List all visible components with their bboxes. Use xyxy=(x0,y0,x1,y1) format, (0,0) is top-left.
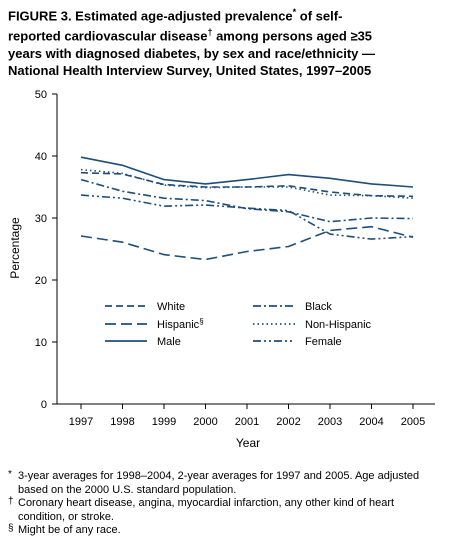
title-star-mark: * xyxy=(292,7,297,17)
y-axis-label: Percentage xyxy=(8,217,22,279)
x-tick-label: 1999 xyxy=(152,416,176,428)
y-tick-label: 50 xyxy=(35,89,47,101)
y-tick-label: 20 xyxy=(35,275,47,287)
legend-hispanic-mark: § xyxy=(199,317,203,326)
x-tick-label: 2000 xyxy=(193,416,217,428)
legend-nonhispanic-label: Non-Hispanic xyxy=(305,319,372,331)
y-tick-label: 10 xyxy=(35,337,47,349)
title-age-threshold: ≥35 xyxy=(350,28,373,44)
footnote-2-text: Coronary heart disease, angina, myocardi… xyxy=(18,497,395,523)
y-tick-label: 30 xyxy=(35,213,47,225)
series-line-black xyxy=(80,178,414,223)
title-line-4: National Health Interview Survey, United… xyxy=(8,62,372,78)
footnotes: * 3-year averages for 1998–2004, 2-year … xyxy=(8,469,444,538)
chart-legend: White Black Hispanic§ Non-Hispanic Male Femal… xyxy=(105,301,372,348)
footnote-2: † Coronary heart disease, angina, myocard… xyxy=(8,496,444,524)
title-line-3: years with diagnosed diabetes, by sex an… xyxy=(8,45,376,61)
legend-male-label: Male xyxy=(157,336,181,348)
legend-black-label: Black xyxy=(305,301,332,313)
chart-axes: 0 10 20 30 40 50 1997 1998 1999 2000 2001 2002 2003 2… xyxy=(35,89,435,428)
line-chart: 0 10 20 30 40 50 1997 1998 1999 2000 2001 2002 2003 2… xyxy=(8,89,435,450)
x-tick-label: 1998 xyxy=(110,416,134,428)
chart-series xyxy=(80,156,414,261)
footnote-1-mark: * xyxy=(8,469,12,480)
x-tick-label: 2004 xyxy=(359,416,383,428)
footnote-1: * 3-year averages for 1998–2004, 2-year … xyxy=(8,469,444,497)
footnote-3: § Might be of any race. xyxy=(8,523,444,538)
x-tick-label: 2005 xyxy=(401,416,425,428)
y-tick-label: 40 xyxy=(35,151,47,163)
series-line-male xyxy=(80,156,414,188)
figure-title: FIGURE 3. Estimated age-adjusted prevale… xyxy=(8,4,444,79)
x-tick-label: 2003 xyxy=(318,416,342,428)
x-axis-label: Year xyxy=(236,436,260,450)
title-line-2: reported cardiovascular disease xyxy=(8,28,208,44)
x-tick-label: 2001 xyxy=(235,416,259,428)
legend-hispanic-label: Hispanic§ xyxy=(157,317,204,331)
footnote-1-text: 3-year averages for 1998–2004, 2-year av… xyxy=(18,470,420,496)
legend-white-label: White xyxy=(157,301,185,313)
title-dagger-mark: † xyxy=(207,27,213,38)
title-line-1b: of self- xyxy=(296,8,343,24)
y-tick-label: 0 xyxy=(41,399,47,411)
footnote-3-mark: § xyxy=(8,523,14,534)
series-line-non-hispanic xyxy=(80,168,414,199)
x-tick-label: 1997 xyxy=(69,416,93,428)
x-tick-label: 2002 xyxy=(276,416,300,428)
legend-female-label: Female xyxy=(305,336,342,348)
footnote-2-mark: † xyxy=(8,496,14,507)
title-line-1: FIGURE 3. Estimated age-adjusted prevale… xyxy=(8,8,293,24)
title-line-2b: among persons aged xyxy=(212,28,351,44)
series-line-hispanic xyxy=(80,225,414,261)
series-line-female xyxy=(80,194,414,240)
footnote-3-text: Might be of any race. xyxy=(18,524,121,536)
